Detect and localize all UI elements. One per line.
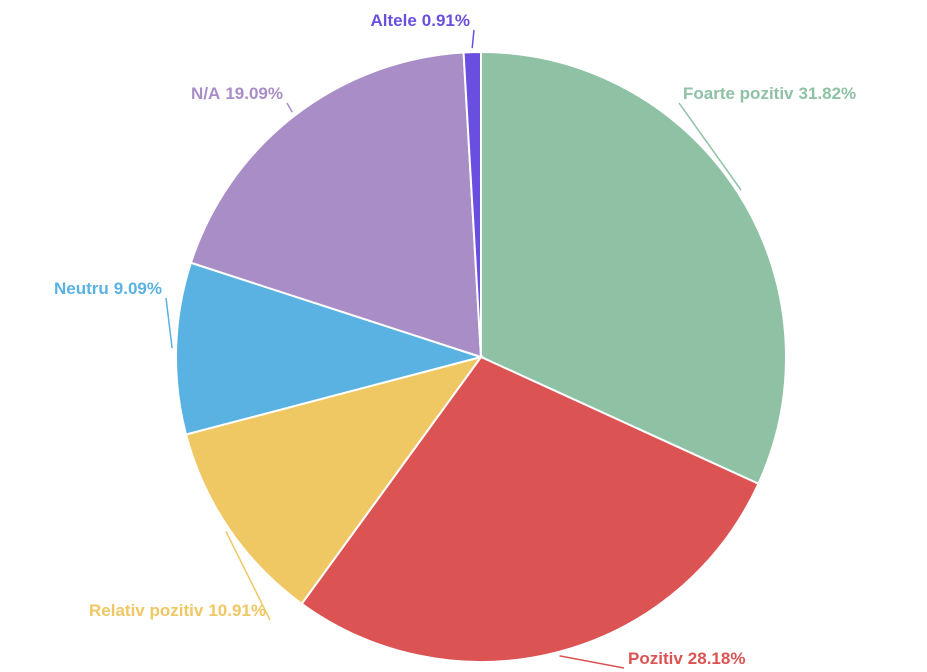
- slice-name: Altele: [371, 11, 417, 30]
- leader-line: [471, 29, 475, 49]
- pie-slice: [189, 51, 483, 359]
- leader-line: [286, 102, 293, 113]
- slice-name: N/A: [191, 84, 220, 103]
- leader-line: [678, 102, 742, 191]
- slice-value: 19.09%: [225, 84, 283, 103]
- pie-slice: [462, 50, 482, 358]
- slice-label: Foarte pozitiv 31.82%: [683, 84, 856, 103]
- slice-label: N/A 19.09%: [191, 84, 283, 103]
- pie-slice: [480, 50, 787, 486]
- slice-value: 31.82%: [799, 84, 857, 103]
- slice-name: Neutru: [54, 279, 109, 298]
- slice-value: 9.09%: [114, 279, 162, 298]
- slice-label: Pozitiv 28.18%: [628, 649, 745, 668]
- pie-slice: [184, 355, 484, 606]
- slice-value: 0.91%: [422, 11, 470, 30]
- pie-slice: [300, 355, 760, 663]
- pie-slice: [175, 261, 485, 436]
- slice-name: Foarte pozitiv: [683, 84, 794, 103]
- slice-label: Altele 0.91%: [371, 11, 471, 30]
- slice-name: Pozitiv: [628, 649, 683, 668]
- leader-line: [559, 655, 625, 669]
- slice-name: Relativ pozitiv: [89, 601, 204, 620]
- slice-value: 28.18%: [688, 649, 746, 668]
- slice-label: Neutru 9.09%: [54, 279, 162, 298]
- slice-label: Relativ pozitiv 10.91%: [89, 601, 266, 620]
- slice-value: 10.91%: [208, 601, 266, 620]
- leader-line: [165, 297, 173, 349]
- leader-line: [225, 531, 271, 621]
